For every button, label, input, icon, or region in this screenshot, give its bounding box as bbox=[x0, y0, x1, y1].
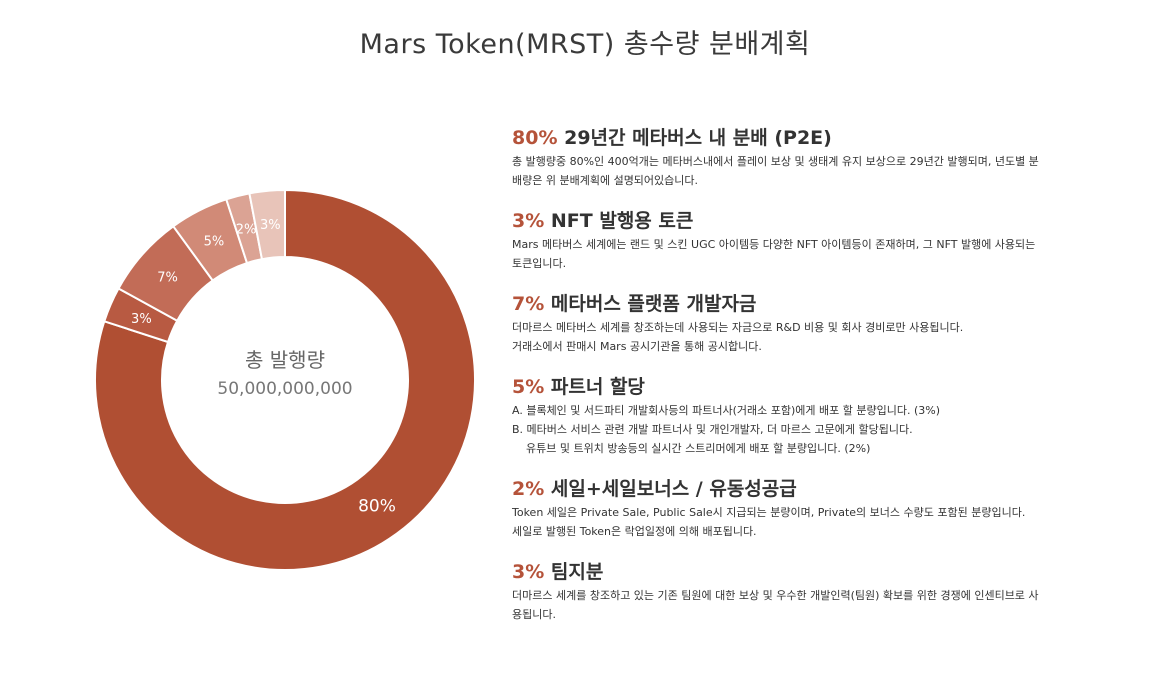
section-description: Mars 메타버스 세계에는 랜드 및 스킨 UGC 아이템등 다양한 NFT … bbox=[512, 235, 1112, 273]
section-heading: 80% 29년간 메타버스 내 분배 (P2E) bbox=[512, 124, 1112, 152]
description-line: B. 메타버스 서비스 관련 개발 파트너사 및 개인개발자, 더 마르스 고문… bbox=[512, 423, 913, 436]
section-description: 총 발행량중 80%인 400억개는 메타버스내에서 플레이 보상 및 생태계 … bbox=[512, 152, 1112, 190]
legend-section-sale: 2% 세일+세일보너스 / 유동성공급 Token 세일은 Private Sa… bbox=[512, 475, 1112, 541]
section-description: Token 세일은 Private Sale, Public Sale시 지급되… bbox=[512, 503, 1112, 541]
section-percent: 2% bbox=[512, 478, 545, 500]
legend-section-nft: 3% NFT 발행용 토큰 Mars 메타버스 세계에는 랜드 및 스킨 UGC… bbox=[512, 207, 1112, 273]
section-percent: 3% bbox=[512, 210, 545, 232]
slice-label: 5% bbox=[204, 235, 225, 250]
slice-label: 7% bbox=[157, 271, 178, 286]
section-description: 더마르스 세계를 창조하고 있는 기존 팀원에 대한 보상 및 우수한 개발인력… bbox=[512, 586, 1112, 624]
section-title: NFT 발행용 토큰 bbox=[550, 210, 694, 232]
section-description: 더마르스 메타버스 세계를 창조하는데 사용되는 자금으로 R&D 비용 및 회… bbox=[512, 318, 1112, 356]
description-line: 세일로 발행된 Token은 락업일정에 의해 배포됩니다. bbox=[512, 525, 757, 538]
description-line: 용됩니다. bbox=[512, 608, 556, 621]
center-label: 총 발행량 bbox=[245, 348, 325, 372]
distribution-legend: 80% 29년간 메타버스 내 분배 (P2E) 총 발행량중 80%인 400… bbox=[512, 124, 1112, 641]
section-heading: 3% 팀지분 bbox=[512, 558, 1112, 586]
description-line: Token 세일은 Private Sale, Public Sale시 지급되… bbox=[512, 506, 1026, 519]
description-line: Mars 메타버스 세계에는 랜드 및 스킨 UGC 아이템등 다양한 NFT … bbox=[512, 238, 1036, 251]
center-value: 50,000,000,000 bbox=[217, 379, 352, 399]
description-line: 배량은 위 분배계획에 설명되어있습니다. bbox=[512, 174, 699, 187]
slice-label: 80% bbox=[358, 497, 396, 517]
legend-section-p2e: 80% 29년간 메타버스 내 분배 (P2E) 총 발행량중 80%인 400… bbox=[512, 124, 1112, 190]
description-line: 총 발행량중 80%인 400억개는 메타버스내에서 플레이 보상 및 생태계 … bbox=[512, 155, 1039, 168]
section-title: 세일+세일보너스 / 유동성공급 bbox=[550, 478, 797, 500]
section-percent: 3% bbox=[512, 561, 545, 583]
legend-section-platform-fund: 7% 메타버스 플랫폼 개발자금 더마르스 메타버스 세계를 창조하는데 사용되… bbox=[512, 290, 1112, 356]
slice-label: 2% bbox=[236, 222, 257, 237]
section-heading: 2% 세일+세일보너스 / 유동성공급 bbox=[512, 475, 1112, 503]
description-line: 거래소에서 판매시 Mars 공시기관을 통해 공시합니다. bbox=[512, 340, 762, 353]
section-heading: 3% NFT 발행용 토큰 bbox=[512, 207, 1112, 235]
section-title: 메타버스 플랫폼 개발자금 bbox=[550, 293, 757, 315]
legend-section-team: 3% 팀지분 더마르스 세계를 창조하고 있는 기존 팀원에 대한 보상 및 우… bbox=[512, 558, 1112, 624]
section-percent: 80% bbox=[512, 127, 558, 149]
section-heading: 5% 파트너 할당 bbox=[512, 373, 1112, 401]
description-line: 토큰입니다. bbox=[512, 257, 567, 270]
section-description: A. 블록체인 및 서드파티 개발회사등의 파트너사(거래소 포함)에게 배포 … bbox=[512, 401, 1112, 458]
section-heading: 7% 메타버스 플랫폼 개발자금 bbox=[512, 290, 1112, 318]
donut-slice bbox=[248, 188, 286, 261]
legend-section-partner: 5% 파트너 할당 A. 블록체인 및 서드파티 개발회사등의 파트너사(거래소… bbox=[512, 373, 1112, 458]
section-title: 29년간 메타버스 내 분배 (P2E) bbox=[564, 127, 832, 149]
section-title: 파트너 할당 bbox=[550, 376, 645, 398]
description-line: 더마르스 세계를 창조하고 있는 기존 팀원에 대한 보상 및 우수한 개발인력… bbox=[512, 589, 1039, 602]
page-title: Mars Token(MRST) 총수량 분배계획 bbox=[359, 29, 811, 60]
slice-label: 3% bbox=[260, 218, 281, 233]
section-percent: 7% bbox=[512, 293, 545, 315]
donut-chart: 80%3%7%5%2% 3% 총 발행량 50,000,000,000 bbox=[94, 188, 476, 571]
section-percent: 5% bbox=[512, 376, 545, 398]
description-line: 더마르스 메타버스 세계를 창조하는데 사용되는 자금으로 R&D 비용 및 회… bbox=[512, 321, 964, 334]
section-title: 팀지분 bbox=[550, 561, 604, 583]
slice-label: 3% bbox=[131, 312, 152, 327]
description-line: A. 블록체인 및 서드파티 개발회사등의 파트너사(거래소 포함)에게 배포 … bbox=[512, 404, 940, 417]
description-line: 유튜브 및 트위치 방송등의 실시간 스트리머에게 배포 할 분량입니다. (2… bbox=[526, 442, 871, 455]
donut-slice bbox=[94, 188, 476, 571]
